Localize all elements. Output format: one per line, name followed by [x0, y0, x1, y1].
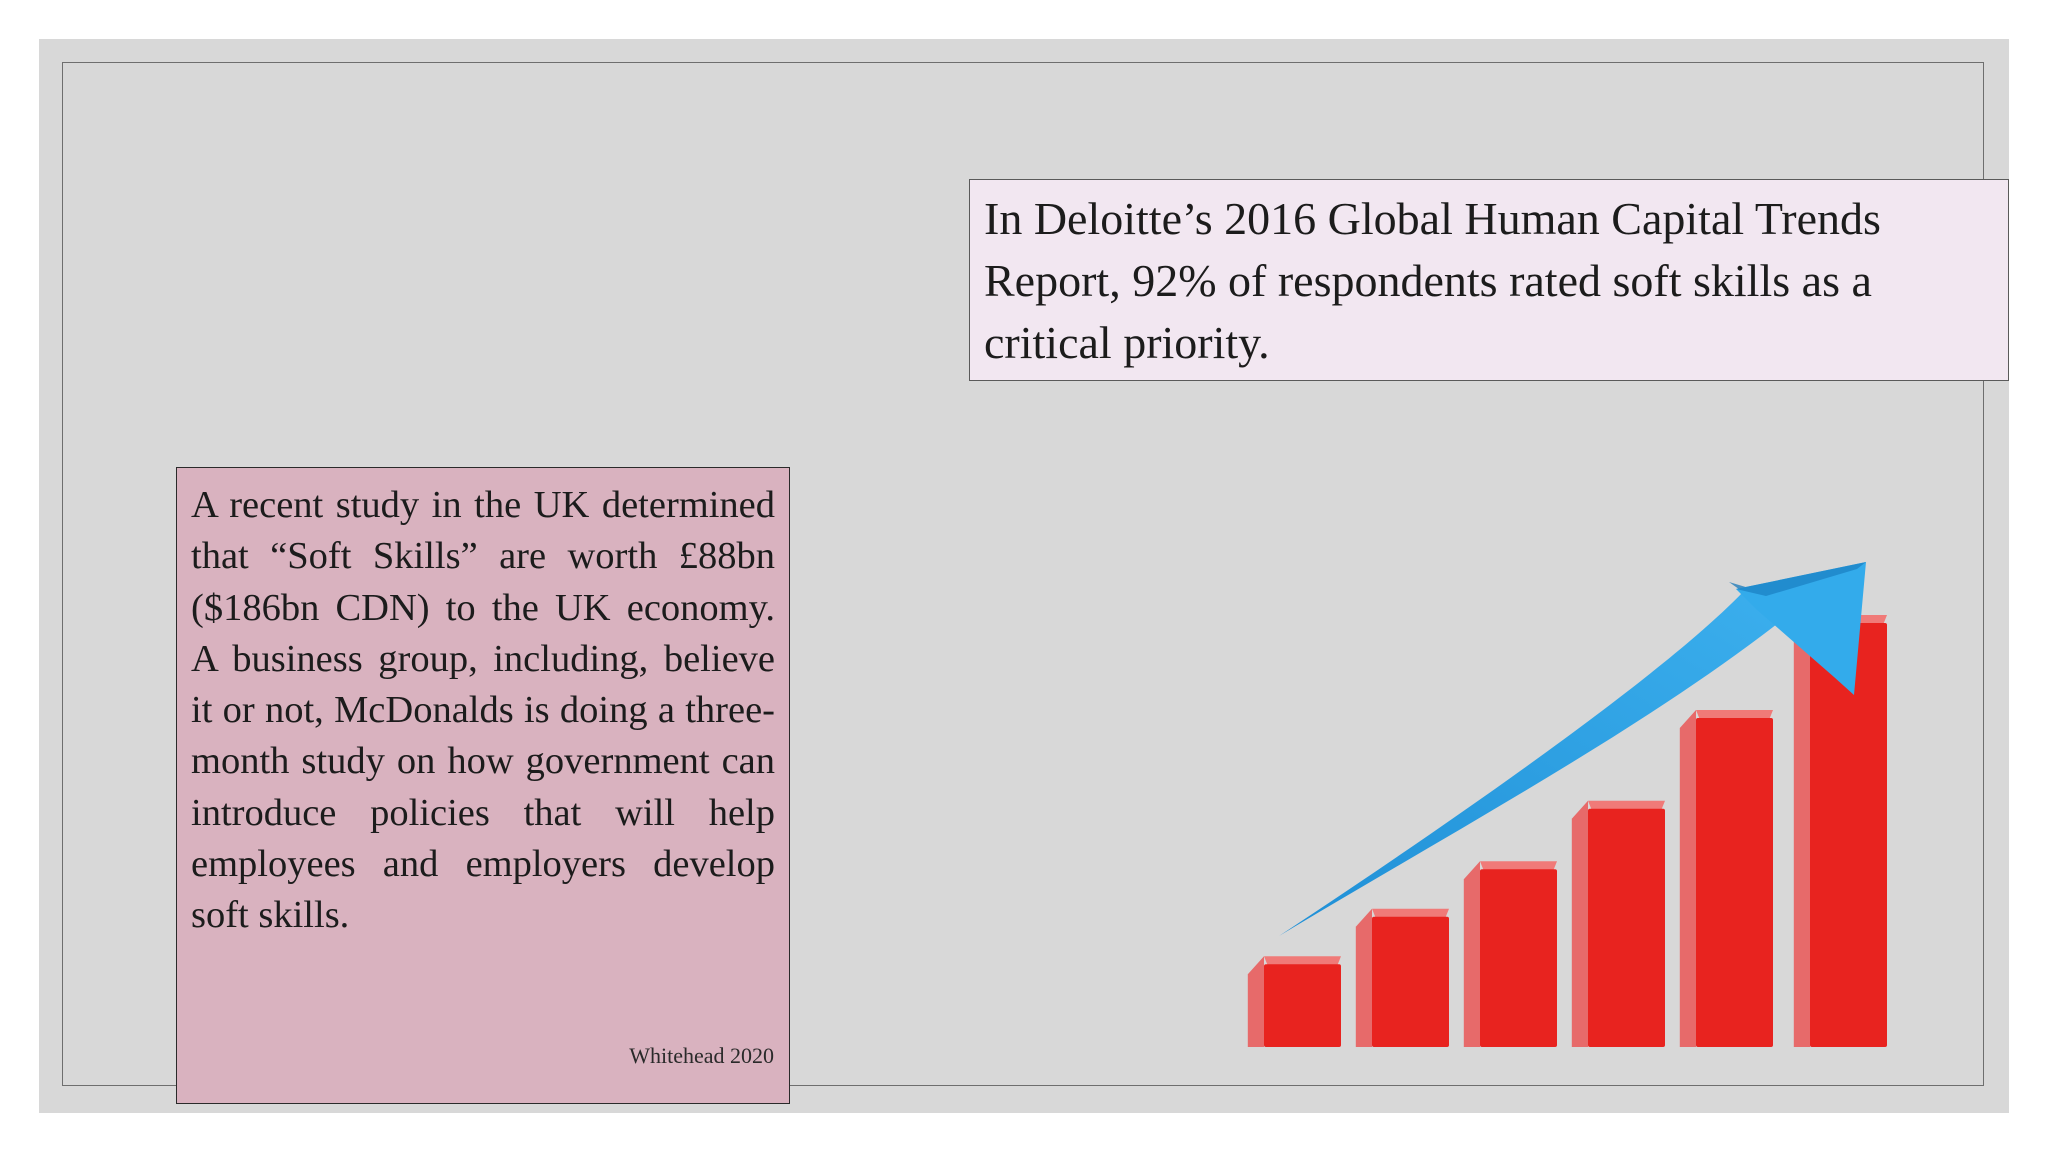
- study-text: A recent study in the UK determined that…: [191, 484, 775, 937]
- upward-arrow-head-side: [1736, 562, 1866, 596]
- growth-bar-side: [1355, 908, 1372, 1047]
- slide: In Deloitte’s 2016 Global Human Capital …: [39, 39, 2009, 1113]
- growth-bar: [1480, 869, 1557, 1047]
- upward-arrow-icon: [1279, 592, 1823, 936]
- growth-bar: [1372, 916, 1449, 1047]
- growth-bar-side: [1793, 615, 1810, 1047]
- growth-bar-side: [1571, 800, 1588, 1047]
- study-box: A recent study in the UK determined that…: [176, 467, 790, 1104]
- growth-bar-side: [1247, 956, 1264, 1047]
- growth-bar-top: [1264, 956, 1341, 967]
- callout-box: In Deloitte’s 2016 Global Human Capital …: [969, 179, 2009, 381]
- growth-bar-top: [1480, 861, 1557, 872]
- growth-bar: [1810, 623, 1887, 1047]
- growth-bar: [1264, 964, 1341, 1047]
- study-citation: Whitehead 2020: [629, 1043, 774, 1068]
- slide-frame: [62, 62, 1984, 1086]
- growth-bar-top: [1696, 710, 1773, 721]
- growth-bar-side: [1463, 861, 1480, 1047]
- growth-bar-top: [1588, 800, 1665, 811]
- growth-bars: [1247, 615, 1887, 1047]
- callout-text: In Deloitte’s 2016 Global Human Capital …: [984, 193, 1881, 368]
- growth-bar-side: [1679, 710, 1696, 1047]
- growth-chart-illustration-icon: [1247, 562, 1887, 1047]
- growth-bar: [1696, 718, 1773, 1047]
- growth-bar-top: [1372, 908, 1449, 919]
- growth-bar: [1588, 808, 1665, 1047]
